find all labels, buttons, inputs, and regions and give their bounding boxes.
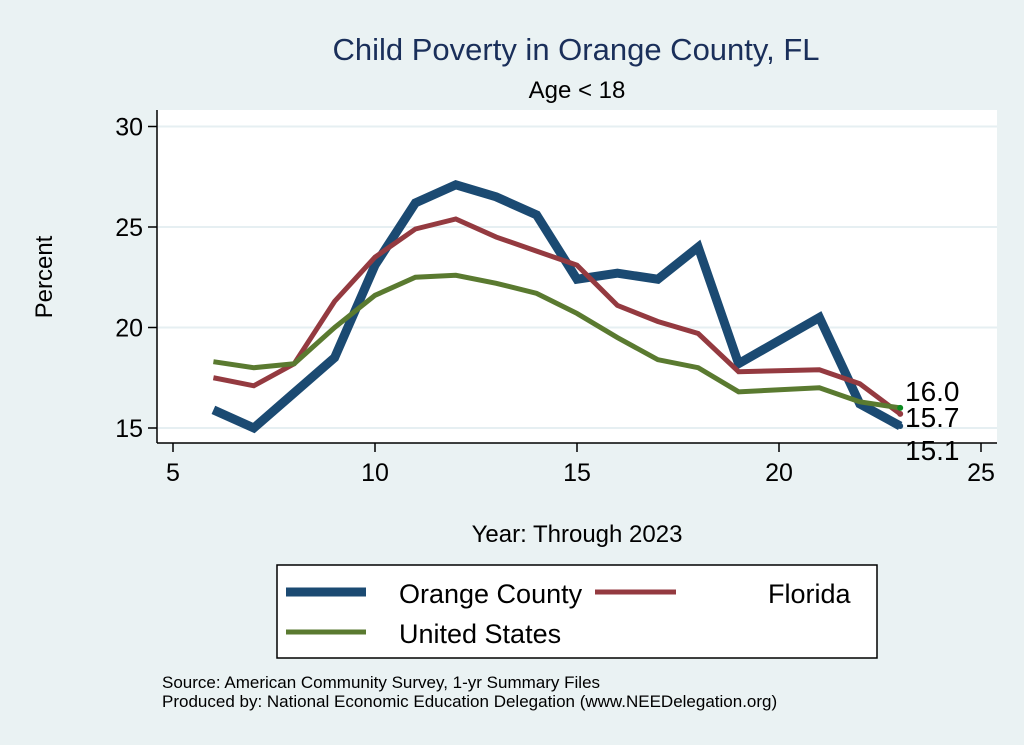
- x-tick-label: 5: [166, 459, 180, 487]
- produced-by-note: Produced by: National Economic Education…: [162, 692, 777, 711]
- y-tick-label: 15: [115, 415, 143, 443]
- legend-box: [276, 564, 878, 659]
- x-tick-label: 20: [765, 459, 793, 487]
- x-axis-title: Year: Through 2023: [472, 521, 683, 548]
- chart-title: Child Poverty in Orange County, FL: [332, 32, 819, 67]
- gridlines: [158, 125, 997, 429]
- y-ticks: 15 20 25 30: [115, 114, 157, 443]
- series-lines: [211, 180, 904, 434]
- series-line-orange-county: [211, 180, 903, 434]
- series-line-united-states: [213, 272, 901, 411]
- legend-label-orange-county: Orange County: [399, 579, 583, 609]
- end-label-florida: 15.7: [905, 402, 960, 433]
- end-marker-orange-county: [897, 422, 904, 429]
- x-tick-label: 10: [361, 459, 389, 487]
- y-tick-label: 20: [115, 315, 143, 343]
- y-axis-title: Percent: [31, 235, 58, 318]
- end-marker-florida: [897, 410, 904, 417]
- end-labels: 15.115.716.0: [905, 376, 960, 466]
- y-tick-label: 25: [115, 214, 143, 242]
- y-tick-label: 30: [115, 114, 143, 142]
- end-marker-united-states: [897, 404, 904, 411]
- chart-subtitle: Age < 18: [529, 77, 626, 104]
- legend-label-florida: Florida: [768, 579, 852, 609]
- series-line-florida: [212, 216, 902, 416]
- x-tick-label: 15: [563, 459, 591, 487]
- source-note: Source: American Community Survey, 1-yr …: [162, 673, 600, 692]
- end-label-united-states: 16.0: [905, 376, 960, 407]
- end-label-orange-county: 15.1: [905, 435, 960, 466]
- x-ticks: 5 10 15 20 25: [166, 443, 995, 487]
- x-tick-label: 25: [967, 459, 995, 487]
- legend-label-united-states: United States: [399, 619, 561, 649]
- legend: Orange County Florida United States: [276, 564, 878, 659]
